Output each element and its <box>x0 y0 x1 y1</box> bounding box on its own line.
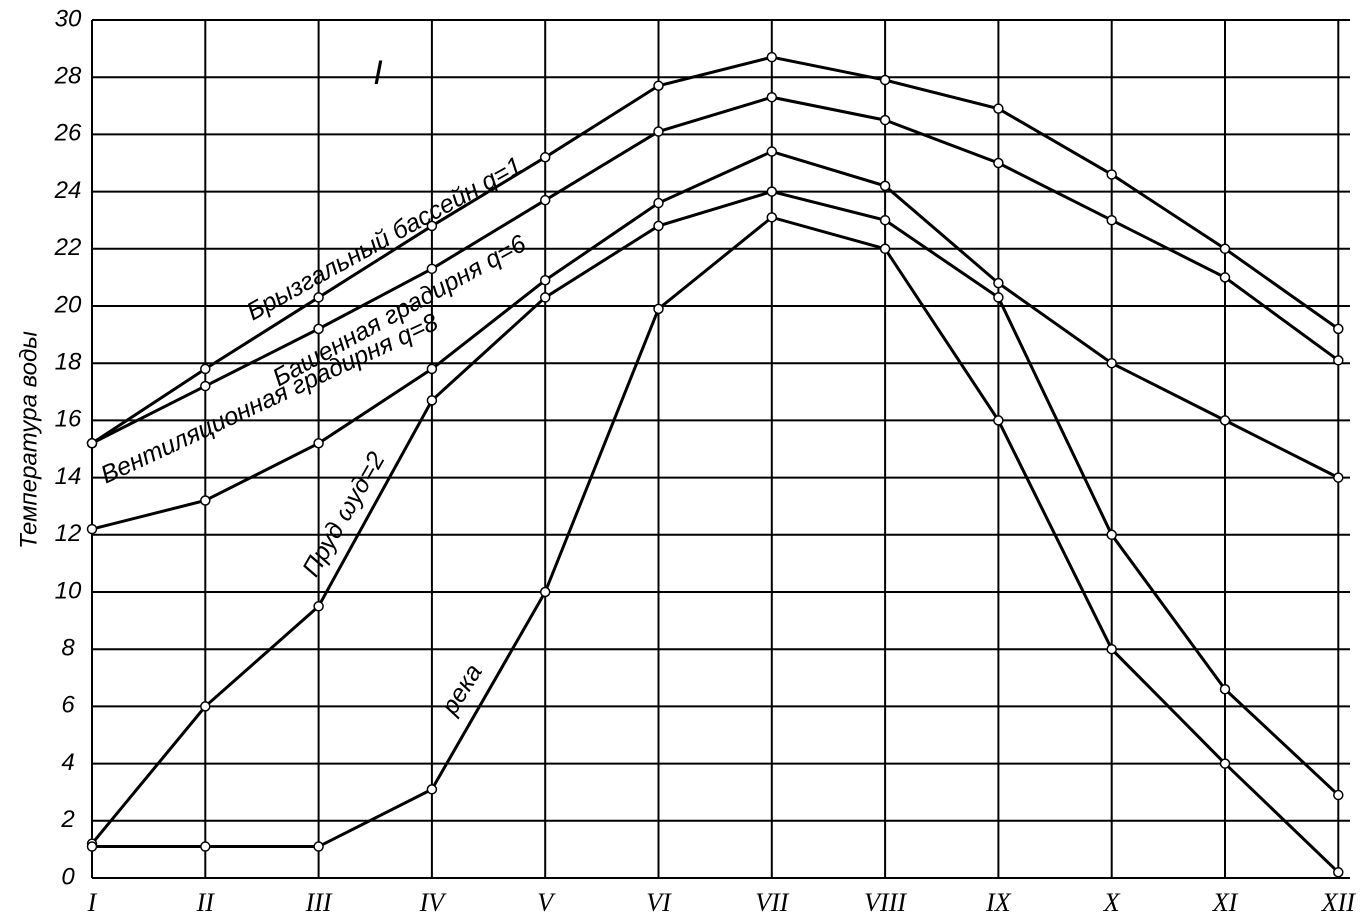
data-point <box>1219 243 1231 255</box>
data-point <box>1106 357 1117 369</box>
data-point <box>653 80 664 92</box>
data-point <box>1106 169 1117 180</box>
series-line <box>91 149 1339 531</box>
x-tick-label: V <box>537 888 556 917</box>
data-point <box>766 51 778 63</box>
x-tick-label: X <box>1103 888 1121 917</box>
data-point <box>200 841 211 852</box>
series-line <box>90 190 1340 845</box>
data-point <box>1333 472 1344 483</box>
y-tick-label: 14 <box>55 463 82 490</box>
data-point <box>539 152 551 163</box>
data-point <box>539 586 551 598</box>
y-tick-label: 20 <box>54 291 82 318</box>
x-tick-label: XI <box>1212 888 1239 917</box>
data-point <box>993 292 1004 303</box>
data-point <box>426 363 438 375</box>
data-point <box>993 415 1004 426</box>
data-point <box>86 523 98 535</box>
data-point <box>426 395 438 406</box>
data-point <box>1106 529 1117 541</box>
data-point <box>313 601 324 612</box>
annotation: I <box>373 54 383 92</box>
data-point <box>879 114 891 126</box>
y-tick-label: 28 <box>54 63 82 90</box>
data-point <box>200 701 211 712</box>
data-point <box>313 841 324 852</box>
y-tick-label: 6 <box>61 692 75 719</box>
data-point <box>426 784 438 795</box>
data-point <box>200 495 211 506</box>
data-point <box>993 277 1004 289</box>
data-point <box>539 194 551 206</box>
data-point <box>1219 683 1231 695</box>
data-point <box>1106 643 1117 655</box>
data-point <box>879 243 891 255</box>
data-point <box>1333 355 1344 366</box>
x-tick-label: IX <box>985 888 1012 917</box>
y-tick-label: 0 <box>61 863 75 890</box>
data-point <box>313 323 324 335</box>
data-point <box>766 146 778 157</box>
series-label: Вентиляционная градирня q=8 <box>96 308 442 489</box>
y-tick-label: 22 <box>54 234 82 261</box>
x-tick-label: VIII <box>864 888 907 917</box>
series-line <box>92 215 1340 874</box>
x-tick-label: IV <box>419 888 448 917</box>
series-label: река <box>435 659 488 720</box>
x-tick-label: VII <box>755 888 790 917</box>
data-point <box>1106 214 1117 226</box>
data-point <box>539 275 551 286</box>
y-tick-label: 8 <box>61 635 75 662</box>
data-point <box>993 103 1004 114</box>
data-point <box>879 214 891 226</box>
x-tick-label: XII <box>1321 888 1357 917</box>
x-tick-label: I <box>87 888 98 917</box>
data-point <box>313 292 324 303</box>
data-point <box>653 303 664 315</box>
data-point <box>313 438 324 449</box>
data-point <box>1219 415 1231 426</box>
x-tick-label: II <box>196 888 216 917</box>
y-tick-label: 4 <box>61 749 74 776</box>
series-line <box>91 95 1340 445</box>
data-point <box>1333 789 1344 801</box>
data-point <box>1333 323 1344 335</box>
data-point <box>766 212 778 223</box>
data-point <box>426 263 438 275</box>
data-point <box>1333 867 1344 878</box>
data-point <box>200 380 211 392</box>
data-point <box>653 197 664 209</box>
y-tick-label: 24 <box>54 177 82 204</box>
y-tick-label: 30 <box>55 5 82 32</box>
x-tick-label: VI <box>646 888 672 917</box>
y-tick-label: 26 <box>54 120 82 147</box>
data-point <box>879 180 891 192</box>
x-tick-label: III <box>305 888 333 917</box>
data-point <box>200 363 211 375</box>
data-point <box>879 74 891 86</box>
y-tick-label: 12 <box>55 520 82 547</box>
y-tick-label: 2 <box>60 806 74 833</box>
series-line <box>91 55 1340 445</box>
data-point <box>539 292 551 303</box>
y-tick-label: 10 <box>55 577 82 604</box>
data-point <box>993 157 1004 169</box>
data-point <box>86 438 98 449</box>
data-point <box>1219 272 1231 283</box>
data-point <box>766 91 778 103</box>
data-point <box>653 126 664 137</box>
data-point <box>653 220 664 232</box>
data-point <box>86 841 98 852</box>
data-point <box>426 220 438 232</box>
data-point <box>766 186 778 197</box>
y-tick-label: 18 <box>55 349 82 376</box>
y-axis-label: Температура воды <box>15 331 42 549</box>
data-point <box>1219 758 1231 769</box>
y-tick-label: 16 <box>55 406 82 433</box>
